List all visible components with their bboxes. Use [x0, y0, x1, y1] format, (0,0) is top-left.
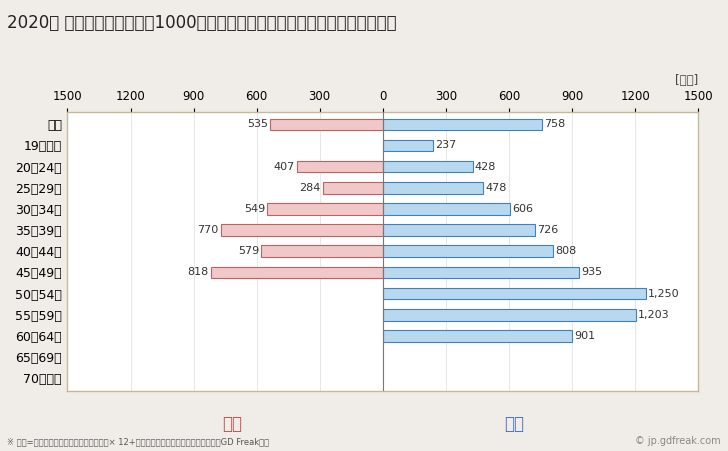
Text: 808: 808: [555, 246, 576, 256]
Bar: [383, 161, 472, 172]
Text: 428: 428: [475, 161, 496, 172]
Text: ※ 年収=「きまって支給する現金給与額」× 12+「年間賞与その他特別給与額」としてGD Freak推計: ※ 年収=「きまって支給する現金給与額」× 12+「年間賞与その他特別給与額」と…: [7, 437, 269, 446]
Text: 284: 284: [300, 183, 321, 193]
Text: 758: 758: [545, 120, 566, 129]
Text: 2020年 民間企業（従業者数1000人以上）フルタイム労働者の男女別平均年収: 2020年 民間企業（従業者数1000人以上）フルタイム労働者の男女別平均年収: [7, 14, 397, 32]
Bar: [267, 203, 383, 215]
Text: 549: 549: [244, 204, 265, 214]
Bar: [211, 267, 383, 278]
Bar: [383, 182, 483, 193]
Text: 901: 901: [574, 331, 596, 341]
Text: [万円]: [万円]: [675, 74, 698, 87]
Text: 1,250: 1,250: [648, 289, 679, 299]
Text: 407: 407: [274, 161, 295, 172]
Text: 935: 935: [582, 267, 603, 277]
Text: © jp.gdfreak.com: © jp.gdfreak.com: [635, 437, 721, 446]
Text: 男性: 男性: [505, 415, 524, 433]
Bar: [383, 140, 432, 151]
Bar: [383, 224, 536, 236]
Bar: [383, 245, 553, 257]
Bar: [383, 330, 572, 342]
Text: 606: 606: [513, 204, 534, 214]
Bar: [383, 203, 510, 215]
Bar: [297, 161, 383, 172]
Bar: [221, 224, 383, 236]
Bar: [270, 119, 383, 130]
Text: 237: 237: [435, 140, 456, 151]
Bar: [383, 119, 542, 130]
Text: 726: 726: [537, 225, 559, 235]
Bar: [323, 182, 383, 193]
Text: 535: 535: [248, 120, 268, 129]
Text: 818: 818: [188, 267, 209, 277]
Text: 1,203: 1,203: [638, 310, 670, 320]
Text: 女性: 女性: [222, 415, 242, 433]
Bar: [383, 288, 646, 299]
Bar: [383, 309, 636, 321]
Bar: [261, 245, 383, 257]
Text: 579: 579: [238, 246, 259, 256]
Text: 770: 770: [197, 225, 219, 235]
Bar: [383, 267, 579, 278]
Text: 478: 478: [486, 183, 507, 193]
